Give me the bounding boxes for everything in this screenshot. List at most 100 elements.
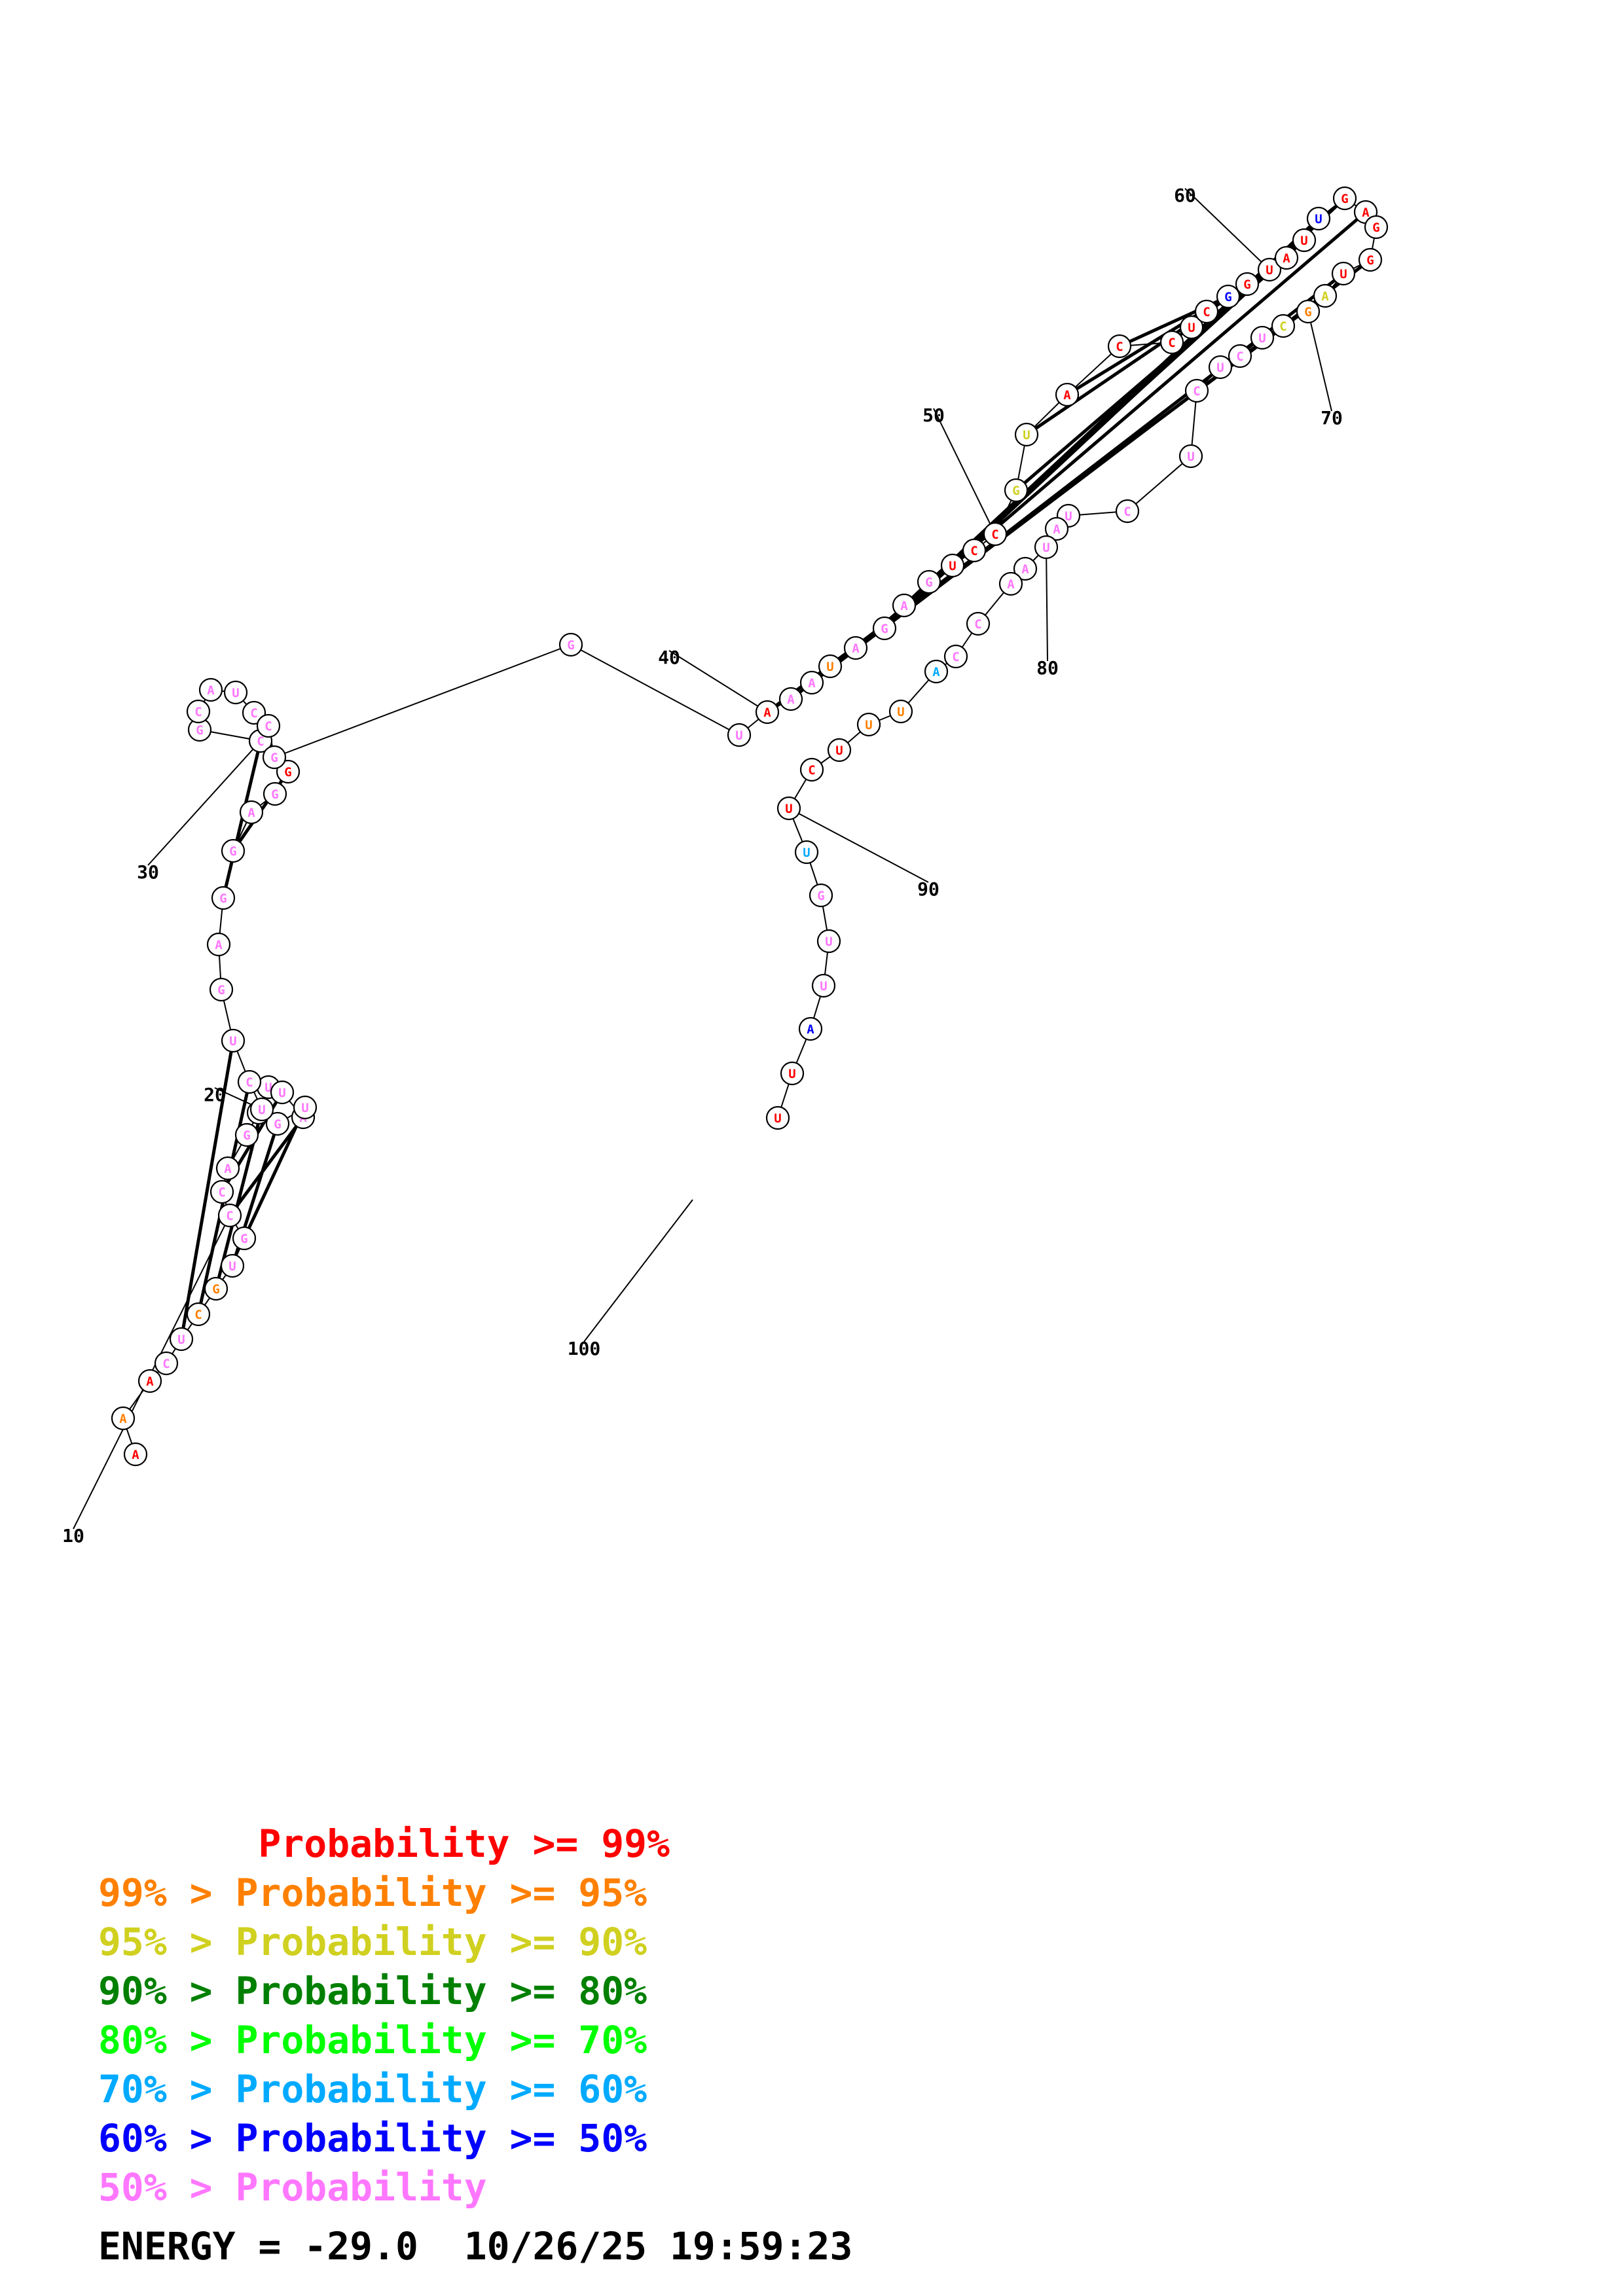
nucleotide-letter: U — [278, 1086, 285, 1100]
nucleotide: C — [1184, 378, 1209, 403]
nucleotide-circle — [206, 932, 231, 957]
nucleotide-circle — [123, 1442, 148, 1467]
nucleotide-circle — [186, 1302, 211, 1327]
nucleotide-circle — [256, 713, 281, 738]
nucleotide: U — [270, 1080, 295, 1105]
nucleotide: U — [249, 1097, 274, 1122]
nucleotide-letter: U — [820, 979, 827, 994]
nucleotide-letter: C — [974, 617, 981, 632]
nucleotide-letter: G — [1304, 305, 1311, 319]
nucleotide-letter: C — [226, 1209, 233, 1223]
nucleotide-letter: U — [774, 1111, 781, 1126]
nucleotide-letter: U — [865, 718, 872, 732]
nucleotide: G — [917, 569, 941, 594]
nucleotide: U — [1208, 355, 1233, 380]
position-number: 60 — [1174, 185, 1196, 206]
nucleotide: A — [198, 677, 223, 702]
nucleotide-circle — [1271, 314, 1296, 338]
nucleotide-letter: U — [1042, 541, 1049, 555]
nucleotide: A — [755, 700, 780, 725]
nucleotide-letter: U — [1340, 267, 1347, 281]
nucleotide: C — [799, 757, 824, 782]
nucleotide-letter: A — [207, 683, 215, 698]
nucleotide-letter: U — [232, 686, 239, 700]
nucleotide-letter: U — [835, 744, 843, 758]
nucleotide-letter: U — [229, 1034, 236, 1049]
nucleotide: A — [1274, 245, 1299, 270]
nucleotide-letter: G — [229, 844, 236, 859]
nucleotide: U — [1331, 261, 1356, 286]
nucleotide: G — [232, 1226, 257, 1251]
nucleotide-letter: G — [925, 575, 932, 590]
position-number: 70 — [1321, 407, 1343, 429]
nucleotide-circle — [211, 886, 236, 910]
nucleotide-circle — [210, 1179, 234, 1204]
nucleotide: U — [1034, 535, 1059, 560]
nucleotide-circle — [270, 1080, 295, 1105]
number-tick — [933, 408, 996, 535]
nucleotide: C — [217, 1203, 242, 1228]
nucleotide-circle — [1013, 556, 1038, 581]
nucleotide-circle — [818, 654, 843, 679]
nucleotide: U — [727, 723, 752, 747]
nucleotide-letter: A — [119, 1412, 127, 1426]
nucleotide: G — [262, 745, 287, 770]
nucleotide: A — [1013, 556, 1038, 581]
number-tick — [147, 740, 261, 866]
nucleotide-circle — [137, 1369, 162, 1393]
nucleotide: U — [776, 796, 801, 821]
position-number: 20 — [204, 1084, 226, 1105]
nucleotide-circle — [249, 1097, 274, 1122]
nucleotide-letter: U — [949, 559, 956, 573]
nucleotide-letter: G — [284, 765, 291, 780]
nucleotide-letter: G — [274, 1117, 281, 1132]
number-tick — [1046, 547, 1048, 662]
timestamp: 10/26/25 19:59:23 — [464, 2224, 853, 2269]
position-numbers: 10 20 30 40 50 60 70 80 90 100 — [62, 185, 1343, 1547]
nucleotide-letter: G — [1366, 253, 1374, 268]
energy-footer: ENERGY = -29.0 10/26/25 19:59:23 — [98, 2224, 852, 2269]
nucleotide-letter: G — [567, 638, 574, 653]
nucleotide-letter: A — [1007, 577, 1015, 592]
base-pair-bond — [1015, 257, 1288, 492]
nucleotide: A — [137, 1369, 162, 1393]
nucleotide-letter: C — [194, 1308, 202, 1322]
nucleotide-letter: A — [852, 641, 860, 656]
nucleotide-circle — [798, 1016, 823, 1041]
nucleotide-letter: G — [196, 723, 203, 738]
nucleotide-circle — [111, 1406, 136, 1431]
base-pair-bonds — [179, 197, 1372, 1340]
legend-row-80: 90% > Probability >= 80% — [98, 1969, 647, 2013]
nucleotide-circle — [276, 759, 301, 784]
nucleotide-letter: A — [932, 665, 940, 679]
nucleotide-circle — [215, 1156, 240, 1181]
nucleotide-circle — [209, 977, 234, 1002]
nucleotide-circle — [1332, 186, 1357, 211]
nucleotide-circle — [983, 522, 1008, 547]
nucleotide: C — [1194, 299, 1219, 324]
nucleotide-letter: C — [970, 544, 977, 558]
nucleotide-letter: A — [1283, 251, 1290, 266]
nucleotide-circle — [1228, 344, 1252, 368]
nucleotide-letter: U — [1216, 361, 1224, 375]
nucleotide-circle — [221, 838, 246, 863]
nucleotide-letter: C — [1168, 336, 1175, 350]
nucleotide: A — [1044, 516, 1069, 541]
nucleotide: A — [239, 800, 264, 825]
nucleotide-circle — [1313, 283, 1338, 308]
nucleotide: G — [1216, 284, 1241, 309]
nucleotide-circle — [966, 611, 991, 636]
nucleotide-letter: U — [735, 728, 742, 743]
nucleotide-letter: U — [803, 846, 810, 860]
nucleotide-letter: U — [825, 935, 832, 949]
nucleotide-letter: G — [1341, 192, 1348, 206]
nucleotide-letter: U — [1258, 331, 1266, 346]
nucleotide-letter: U — [228, 1259, 236, 1274]
nucleotide-circle — [232, 1226, 257, 1251]
nucleotide-letter: U — [897, 705, 904, 719]
nucleotide-letter: A — [763, 706, 771, 720]
nucleotide-letter: U — [1266, 263, 1273, 278]
nucleotide-circle — [1296, 299, 1321, 324]
position-number: 100 — [568, 1338, 601, 1359]
nucleotide: U — [856, 712, 881, 737]
